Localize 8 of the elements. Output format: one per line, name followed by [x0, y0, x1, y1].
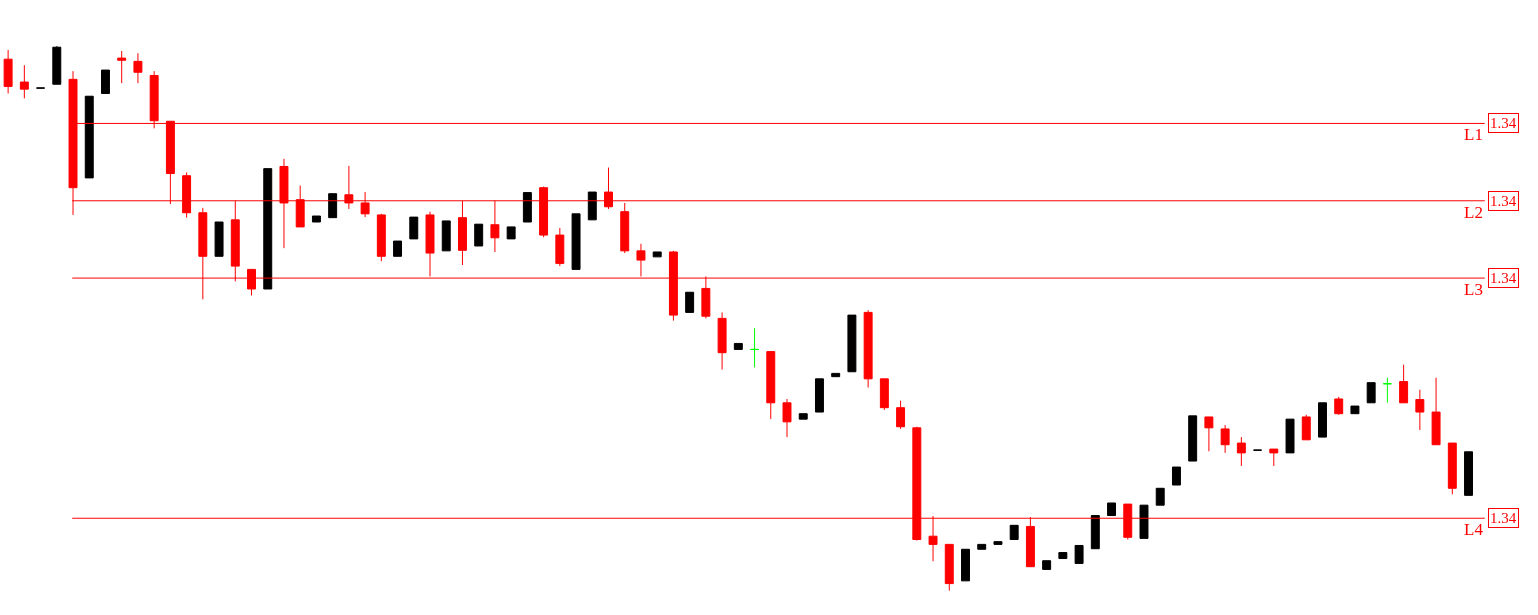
text: 1.34: [1490, 270, 1517, 286]
ref-line-label: L1: [1464, 125, 1483, 144]
ref-line-label: L3: [1464, 280, 1483, 299]
text: 1.34: [1490, 193, 1517, 209]
text: 1.34: [1490, 510, 1517, 526]
ref-line-label: L4: [1464, 520, 1484, 539]
ref-line-label: L2: [1464, 203, 1483, 222]
text: 1.34: [1490, 115, 1517, 131]
